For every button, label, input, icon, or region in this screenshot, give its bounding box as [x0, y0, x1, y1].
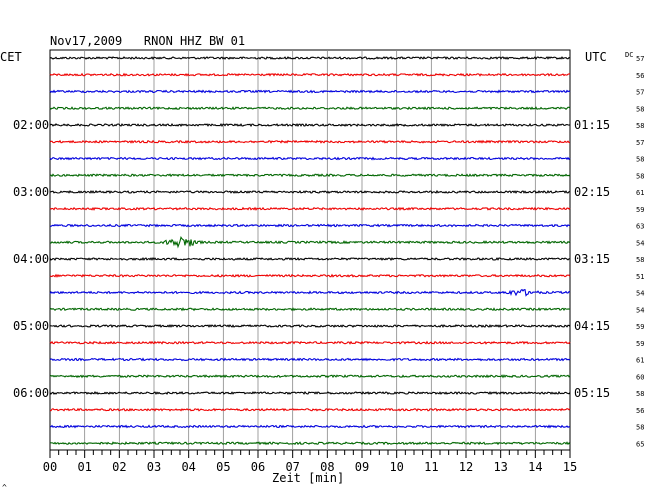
dc-value-16: 54 [636, 306, 644, 314]
dc-value-7: 58 [636, 156, 644, 164]
x-tick-label-02: 02 [112, 460, 126, 474]
trace-5 [49, 122, 571, 128]
trace-18 [49, 340, 571, 345]
x-tick-label-01: 01 [77, 460, 91, 474]
right-time-labels: 01:15 02:15 03:15 04:15 05:15 [574, 118, 610, 400]
trace-4 [49, 106, 571, 111]
left-time-label-0: 02:00 [13, 118, 49, 132]
dc-value-4: 58 [636, 105, 644, 113]
trace-2 [49, 72, 571, 77]
dc-value-14: 51 [636, 273, 644, 281]
dc-value-22: 56 [636, 407, 644, 415]
chart-title: Nov17,2009 RNON HHZ BW 01 [50, 34, 245, 48]
dc-value-6: 57 [636, 139, 644, 147]
right-time-label-2: 03:15 [574, 252, 610, 266]
trace-17 [49, 323, 571, 329]
dc-value-21: 58 [636, 390, 644, 398]
x-axis-label: Zeit [min] [272, 471, 344, 485]
trace-13 [49, 256, 571, 262]
trace-3 [49, 89, 571, 94]
trace-19 [49, 357, 571, 362]
trace-1 [49, 56, 571, 60]
right-time-label-0: 01:15 [574, 118, 610, 132]
x-tick-label-09: 09 [355, 460, 369, 474]
trace-22 [49, 407, 571, 412]
left-time-labels: 02:00 03:00 04:00 05:00 06:00 [13, 118, 49, 400]
x-tick-label-06: 06 [251, 460, 265, 474]
dc-value-13: 58 [636, 256, 644, 264]
trace-11 [50, 223, 571, 228]
trace-24 [49, 441, 571, 446]
dc-values: 57 56 57 58 58 57 58 58 61 59 63 54 58 51 54 54 59 59 61 60… [636, 55, 644, 448]
dc-value-8: 58 [636, 172, 644, 180]
left-zone-label: CET [0, 50, 22, 64]
corner-mark: ^ [2, 483, 7, 492]
trace-23 [49, 424, 571, 429]
dc-value-23: 58 [636, 424, 644, 432]
trace-7 [49, 156, 571, 161]
x-tick-label-00: 00 [43, 460, 57, 474]
left-time-label-2: 04:00 [13, 252, 49, 266]
x-tick-label-03: 03 [147, 460, 161, 474]
dc-value-15: 54 [636, 290, 644, 298]
trace-21 [49, 390, 571, 395]
right-time-label-3: 04:15 [574, 319, 610, 333]
dc-value-17: 59 [636, 323, 644, 331]
dc-value-2: 56 [636, 72, 644, 80]
trace-14 [49, 273, 571, 278]
x-tick-label-12: 12 [459, 460, 473, 474]
left-time-label-3: 05:00 [13, 319, 49, 333]
trace-20 [49, 374, 571, 379]
trace-16 [49, 307, 571, 312]
x-tick-label-13: 13 [493, 460, 507, 474]
dc-value-1: 57 [636, 55, 644, 63]
x-tick-label-04: 04 [181, 460, 195, 474]
dc-value-19: 61 [636, 357, 644, 365]
left-time-label-4: 06:00 [13, 386, 49, 400]
trace-15 [49, 288, 571, 297]
x-tick-label-05: 05 [216, 460, 230, 474]
dc-value-24: 65 [636, 440, 644, 448]
dc-value-9: 61 [636, 189, 644, 197]
x-tick-label-10: 10 [389, 460, 403, 474]
dc-value-10: 59 [636, 206, 644, 214]
dc-value-20: 60 [636, 373, 644, 381]
trace-12 [49, 235, 571, 249]
left-time-label-1: 03:00 [13, 185, 49, 199]
right-time-label-4: 05:15 [574, 386, 610, 400]
right-zone-label: UTC [585, 50, 607, 64]
x-axis: 00 01 02 03 04 05 06 07 08 09 10 11 12 13 14 15 [43, 450, 577, 474]
minute-grid [84, 50, 536, 450]
dc-value-11: 63 [636, 223, 644, 231]
dc-value-12: 54 [636, 239, 644, 247]
x-tick-label-07: 07 [285, 460, 299, 474]
right-time-label-1: 02:15 [574, 185, 610, 199]
trace-10 [49, 206, 571, 211]
trace-9 [49, 189, 571, 195]
dc-value-18: 59 [636, 340, 644, 348]
dc-header: DC [625, 51, 633, 59]
x-tick-label-14: 14 [528, 460, 542, 474]
seismic-traces [49, 56, 571, 446]
trace-6 [49, 139, 571, 144]
trace-8 [49, 173, 571, 178]
x-tick-label-11: 11 [424, 460, 438, 474]
x-tick-label-08: 08 [320, 460, 334, 474]
dc-value-5: 58 [636, 122, 644, 130]
x-tick-label-15: 15 [563, 460, 577, 474]
dc-value-3: 57 [636, 89, 644, 97]
